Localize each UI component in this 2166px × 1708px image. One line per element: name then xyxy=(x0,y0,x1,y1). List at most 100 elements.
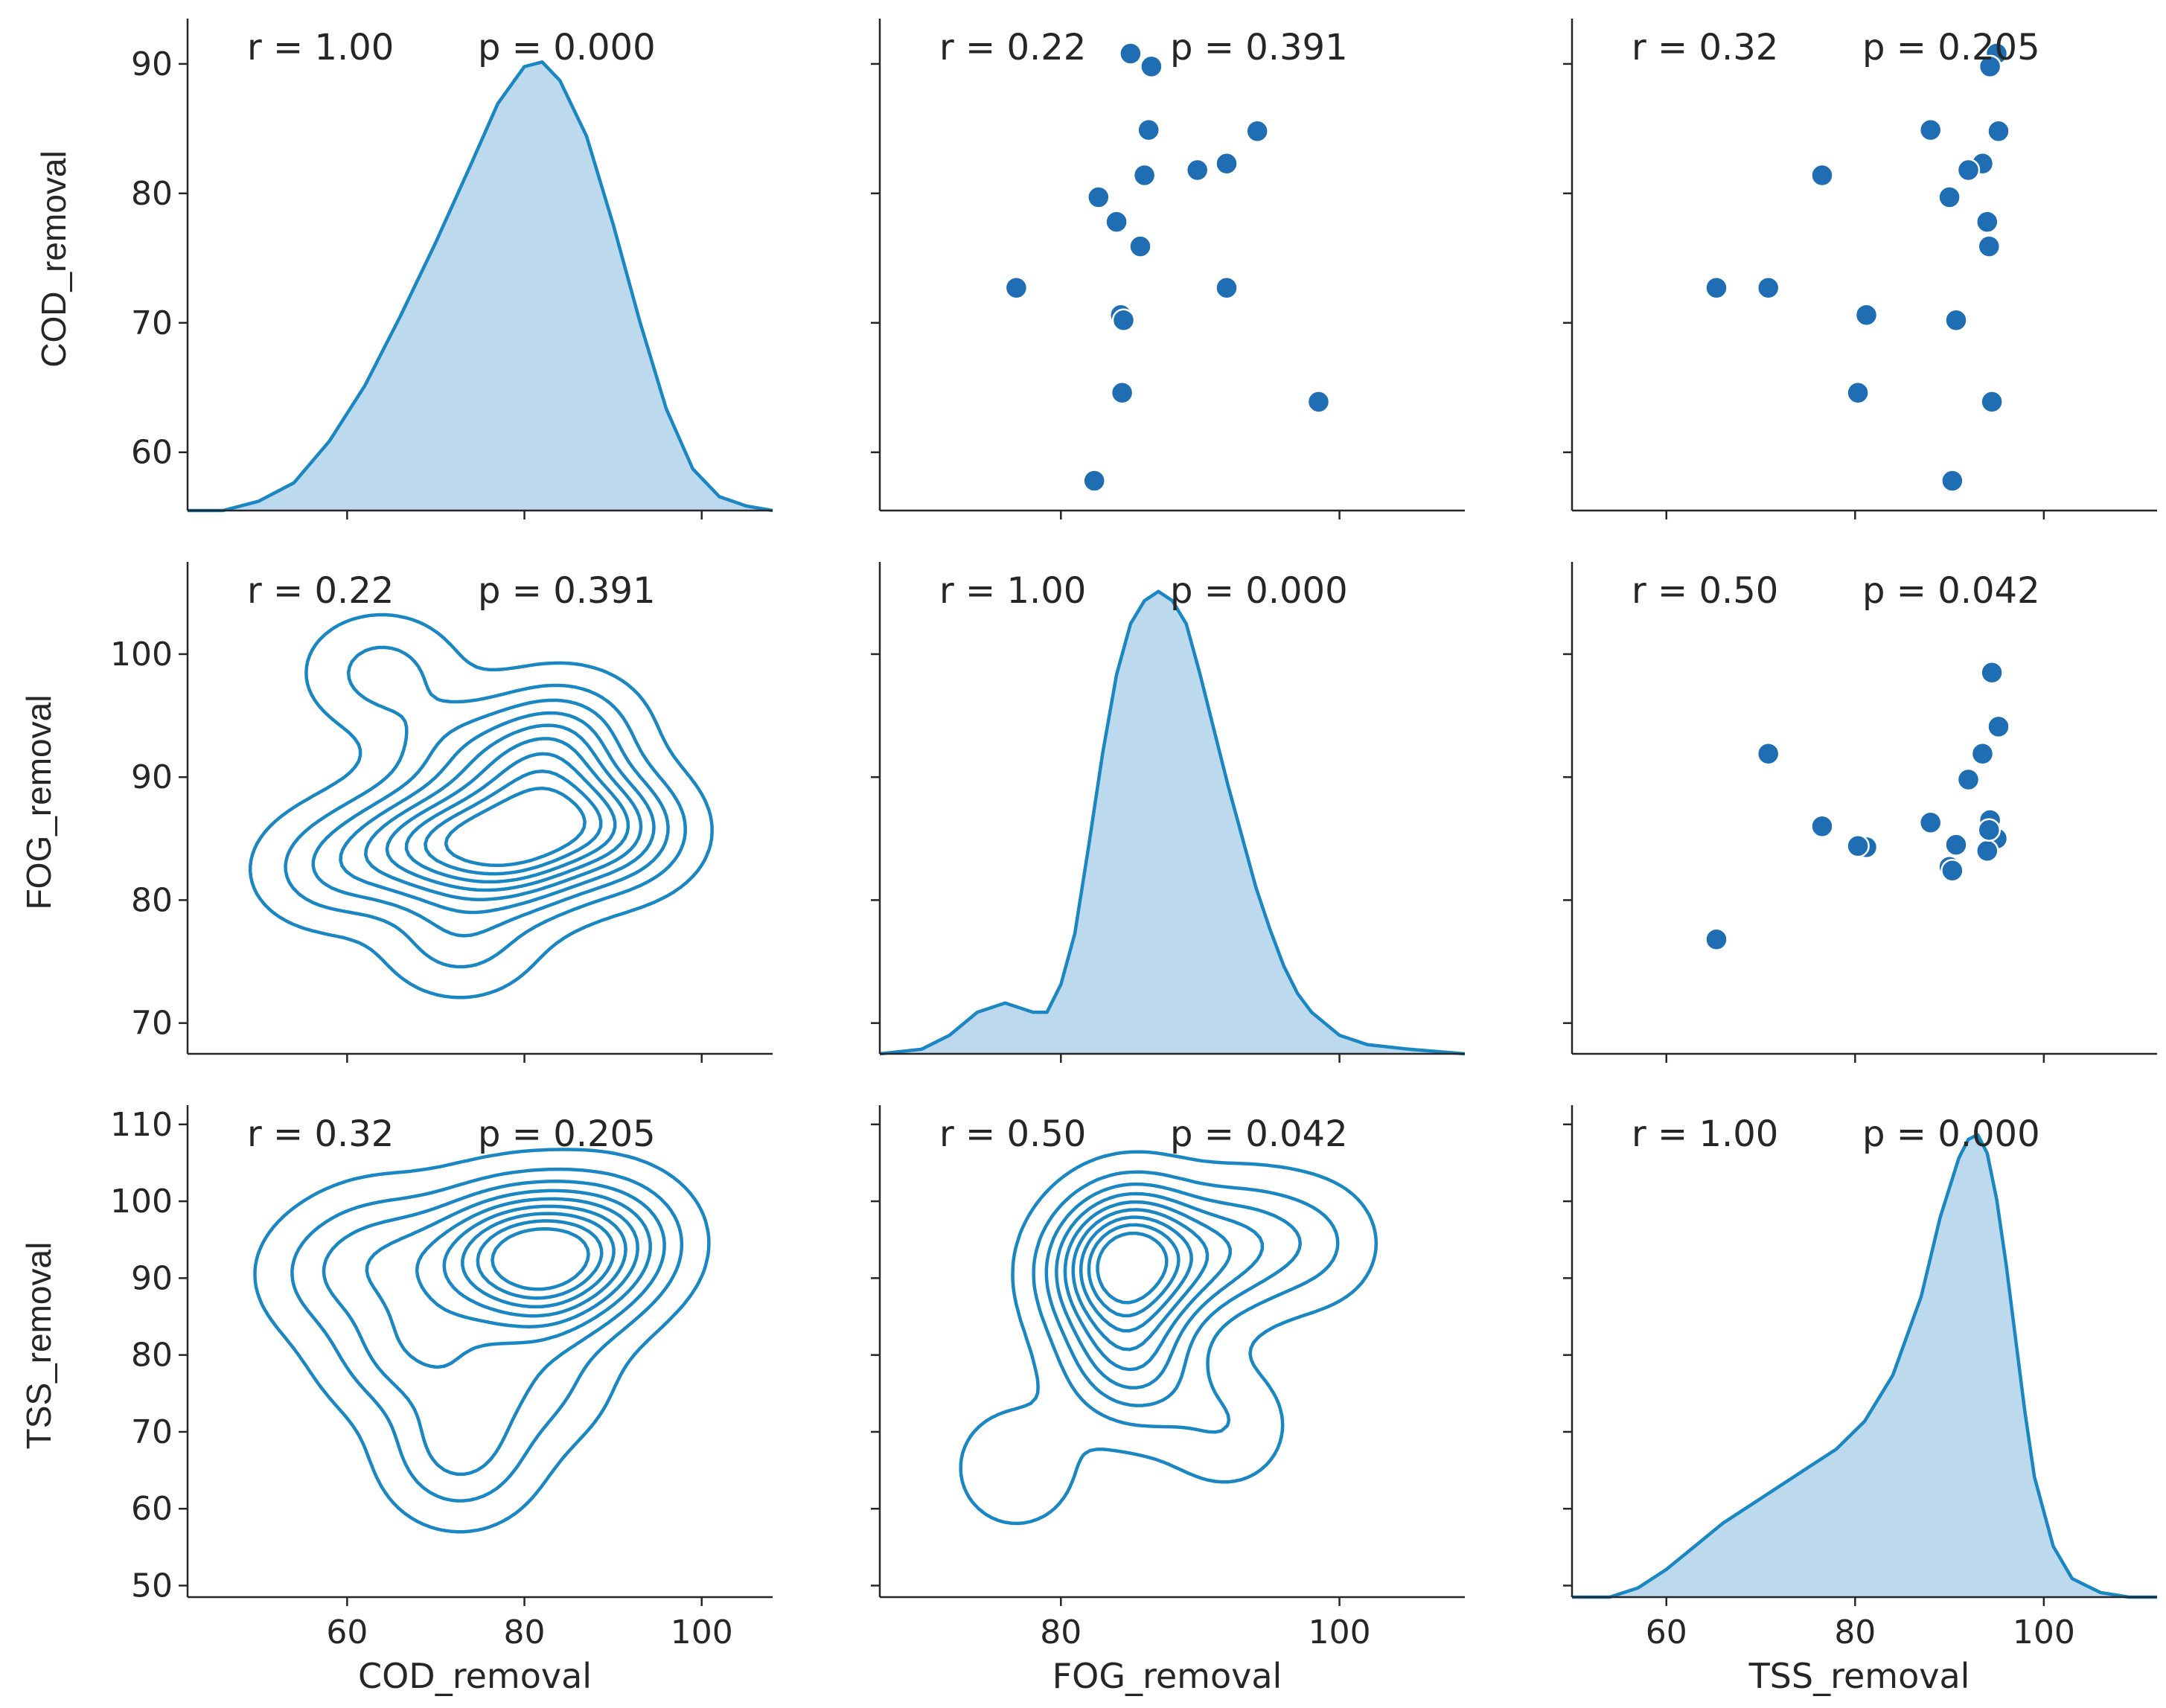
x-tick-label-c2-2: 100 xyxy=(2013,1613,2075,1651)
kde-contour-r2-c0-level-7 xyxy=(476,1219,604,1300)
y-axis-title-row-2: TSS_removal xyxy=(19,1242,58,1450)
scatter-point-r1-c2-6 xyxy=(1810,814,1834,839)
scatter-point-r0-c2-16 xyxy=(1940,469,1964,493)
density-line-COD_removal xyxy=(188,60,773,513)
annotation-r-r2-c0: r = 0.32 xyxy=(247,1113,394,1155)
y-tick-label-r0-2: 80 xyxy=(131,175,173,213)
scatter-point-r0-c2-5 xyxy=(1956,158,1981,182)
kde-contour-r1-c0-level-0 xyxy=(248,612,714,999)
density-line-FOG_removal xyxy=(879,589,1466,1056)
y-tick-label-r0-0: 60 xyxy=(131,434,173,472)
panel-r1-c0: 70 80 90 100 r = 0.22 p = 0.391 xyxy=(110,562,773,1063)
scatter-point-r0-c1-3 xyxy=(1137,118,1160,142)
scatter-point-r0-c1-5 xyxy=(1185,158,1210,182)
y-axis-title-row-1: FOG_removal xyxy=(19,695,58,910)
scatter-point-r0-c2-3 xyxy=(1918,118,1943,142)
annotation-p-r1-c0: p = 0.391 xyxy=(478,570,656,612)
kde-contour-r1-c0-level-3 xyxy=(339,711,656,915)
kde-contour-r1-c0-level-6 xyxy=(404,752,617,884)
kde-contour-r2-c0-level-2 xyxy=(322,1180,666,1477)
scatter-point-r0-c2-7 xyxy=(1937,185,1961,209)
kde-contour-r2-c0-level-0 xyxy=(253,1148,711,1534)
scatter-point-r0-c1-9 xyxy=(1128,234,1152,258)
x-tick-label-c2-0: 60 xyxy=(1646,1613,1687,1651)
scatter-point-r0-c1-7 xyxy=(1087,185,1111,209)
annotation-p-r0-c2: p = 0.205 xyxy=(1862,27,2040,68)
annotation-p-r2-c1: p = 0.042 xyxy=(1170,1113,1348,1155)
y-tick-label-r2-4: 90 xyxy=(131,1259,173,1297)
density-fill-COD_removal xyxy=(188,62,773,511)
annotation-p-r1-c2: p = 0.042 xyxy=(1862,570,2040,612)
panel-r0-c0: 60 70 80 90 r = 1.00 p = 0.000 xyxy=(131,19,773,519)
kde-contour-r1-c0-level-5 xyxy=(385,737,630,892)
kde-contour-r1-c0-level-8 xyxy=(444,786,587,868)
y-tick-label-r2-3: 80 xyxy=(131,1337,173,1375)
scatter-point-r1-c2-4 xyxy=(1970,742,1995,766)
annotation-p-r2-c2: p = 0.000 xyxy=(1862,1113,2040,1155)
y-tick-label-r1-0: 70 xyxy=(131,1005,173,1043)
panel-r1-c2: r = 0.50 p = 0.042 xyxy=(1563,562,2157,1063)
annotation-p-r0-c1: p = 0.391 xyxy=(1170,27,1348,68)
kde-contour-r2-c0-level-3 xyxy=(365,1189,652,1369)
y-tick-label-r0-1: 70 xyxy=(131,304,173,342)
scatter-point-r0-c1-1 xyxy=(1140,54,1163,79)
kde-contour-r2-c0-level-1 xyxy=(290,1167,684,1503)
scatter-point-r0-c1-6 xyxy=(1132,163,1157,188)
scatter-point-r0-c1-11 xyxy=(1215,276,1239,300)
scatter-point-r0-c2-9 xyxy=(1977,234,2002,258)
panel-r0-c1: r = 0.22 p = 0.391 xyxy=(871,19,1465,519)
annotation-r-r0-c2: r = 0.32 xyxy=(1632,27,1778,68)
scatter-point-r1-c2-16 xyxy=(1940,859,1964,883)
kde-contour-r2-c1-level-0 xyxy=(959,1150,1378,1526)
y-tick-label-r2-5: 100 xyxy=(110,1183,173,1221)
y-tick-label-r2-2: 70 xyxy=(131,1413,173,1451)
x-tick-label-c0-2: 100 xyxy=(671,1613,733,1651)
y-axis-title-row-0: COD_removal xyxy=(34,150,73,367)
scatter-point-r0-c1-10 xyxy=(1004,276,1029,300)
kde-contour-r2-c1-level-7 xyxy=(1087,1223,1181,1318)
annotation-r-r1-c1: r = 1.00 xyxy=(939,570,1086,612)
kde-contour-r1-c0-level-1 xyxy=(284,645,687,969)
x-tick-label-c2-1: 80 xyxy=(1834,1613,1876,1651)
scatter-point-r0-c2-14 xyxy=(1846,380,1870,405)
annotation-p-r2-c0: p = 0.205 xyxy=(478,1113,656,1155)
panel-r2-c1: 80 100 r = 0.50 p = 0.042 xyxy=(871,1105,1465,1651)
panel-r0-c2: r = 0.32 p = 0.205 xyxy=(1563,19,2157,519)
scatter-point-r0-c2-11 xyxy=(1756,276,1780,300)
panel-grid: 60 70 80 90 r = 1.00 p = 0.000 r = 0.22 p = 0.3… xyxy=(110,19,2157,1651)
scatter-point-r1-c2-14 xyxy=(1846,834,1870,858)
kde-contour-r2-c1-level-5 xyxy=(1071,1208,1210,1352)
x-tick-label-c0-0: 60 xyxy=(326,1613,368,1651)
scatter-point-r1-c2-8 xyxy=(1975,839,1999,863)
y-tick-label-r0-3: 90 xyxy=(131,45,173,83)
y-tick-label-r2-0: 50 xyxy=(131,1567,173,1605)
x-tick-label-c0-1: 80 xyxy=(504,1613,546,1651)
density-fill-TSS_removal xyxy=(1572,1134,2157,1597)
x-tick-label-c1-0: 80 xyxy=(1040,1613,1082,1651)
density-fill-FOG_removal xyxy=(880,591,1465,1054)
y-tick-label-r1-1: 80 xyxy=(131,881,173,919)
scatter-point-r0-c2-13 xyxy=(1944,308,1968,333)
kde-contour-r2-c0-level-5 xyxy=(442,1204,627,1318)
scatter-point-r1-c2-5 xyxy=(1956,767,1981,792)
scatter-point-r0-c1-2 xyxy=(1245,119,1269,144)
scatter-point-r1-c2-10 xyxy=(1705,927,1728,952)
annotation-p-r1-c1: p = 0.000 xyxy=(1170,570,1348,612)
annotation-r-r2-c1: r = 0.50 xyxy=(939,1113,1086,1155)
scatter-point-r0-c1-15 xyxy=(1306,390,1331,414)
panel-r2-c2: 60 80 100 r = 1.00 p = 0.000 xyxy=(1563,1105,2157,1651)
scatter-point-r1-c2-15 xyxy=(1980,660,2004,685)
kde-contour-r1-c0-level-7 xyxy=(424,770,603,876)
kde-contour-r2-c0-level-4 xyxy=(415,1197,639,1328)
kde-contour-r1-c0-level-2 xyxy=(311,698,670,938)
x-axis-title-col-0: COD_removal xyxy=(358,1656,592,1696)
kde-contour-r2-c1-level-1 xyxy=(1032,1170,1340,1434)
panel-r1-c1: r = 1.00 p = 0.000 xyxy=(871,562,1466,1063)
annotation-r-r1-c0: r = 0.22 xyxy=(247,570,394,612)
scatter-point-r1-c2-3 xyxy=(1918,810,1943,835)
kde-contour-r2-c1-level-2 xyxy=(1044,1182,1303,1407)
annotation-r-r1-c2: r = 0.50 xyxy=(1632,570,1778,612)
scatter-point-r0-c1-8 xyxy=(1105,210,1128,234)
scatter-point-r0-c2-6 xyxy=(1810,163,1834,188)
